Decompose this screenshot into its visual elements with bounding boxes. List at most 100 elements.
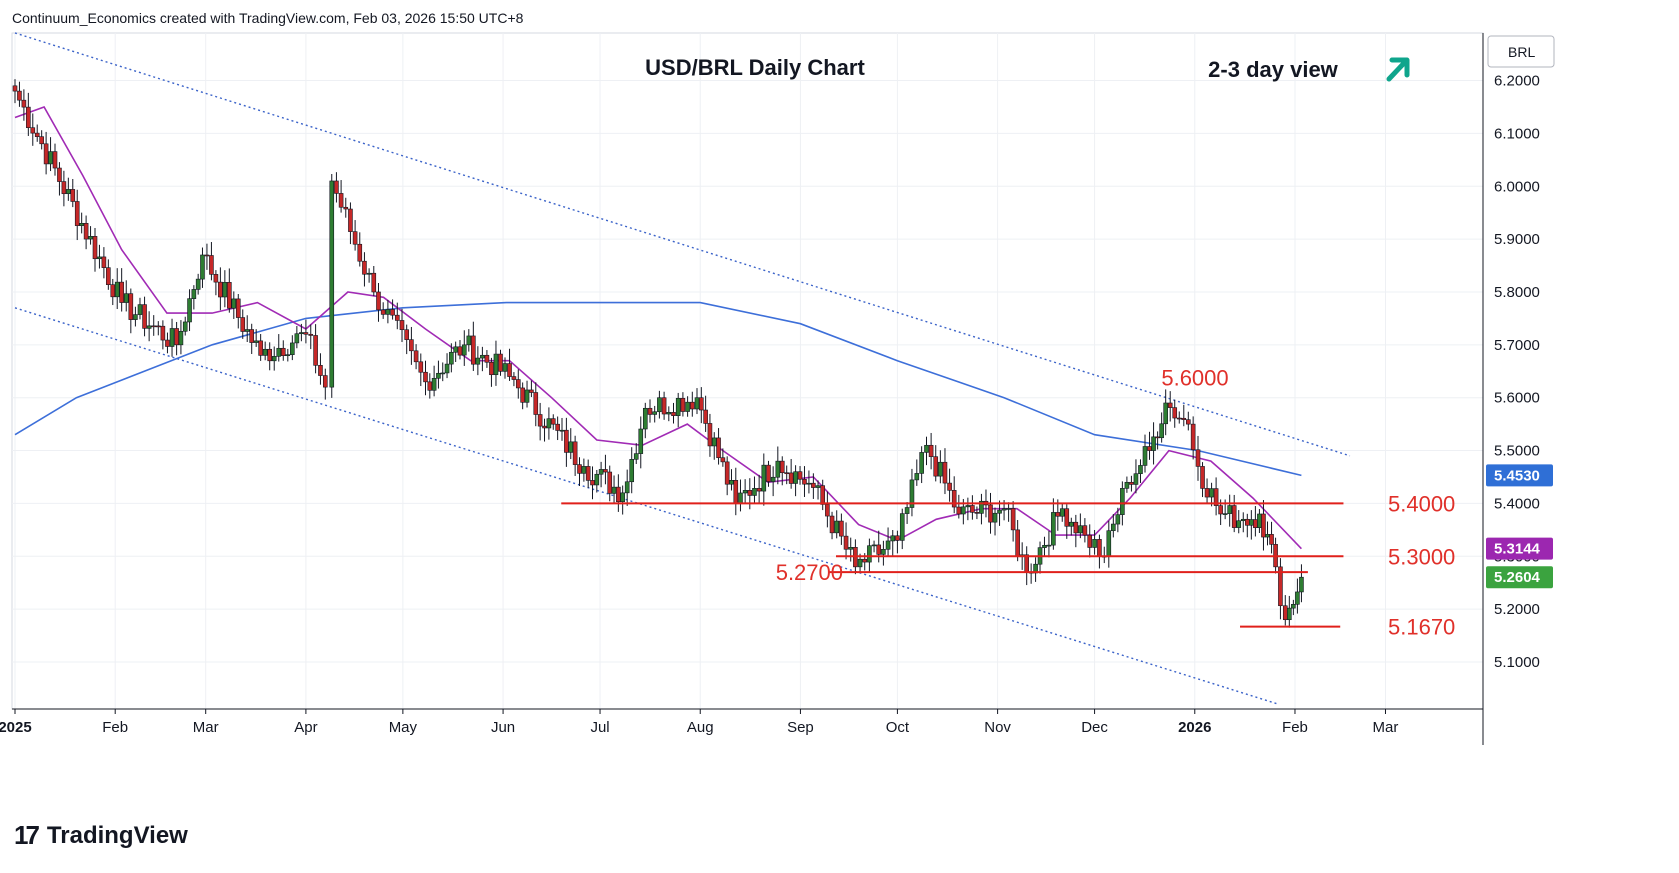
- candle-body: [533, 392, 539, 415]
- candle: [1236, 510, 1242, 534]
- candle: [1051, 498, 1056, 550]
- y-axis: 5.10005.20005.30005.40005.50005.60005.70…: [1486, 73, 1553, 671]
- candle: [427, 373, 433, 399]
- candle-body: [227, 282, 232, 309]
- candle-body: [620, 492, 625, 503]
- candle: [1213, 477, 1219, 516]
- candle: [227, 268, 232, 313]
- candle: [461, 330, 467, 366]
- candle: [724, 456, 730, 496]
- candle-body: [413, 350, 419, 363]
- candle: [572, 435, 578, 476]
- candle: [431, 365, 437, 397]
- candle-body: [572, 441, 578, 465]
- x-tick-label: Oct: [886, 719, 910, 736]
- candle-body: [174, 328, 179, 346]
- x-tick-label: Nov: [984, 719, 1011, 736]
- candle-body: [598, 469, 604, 475]
- candle-body: [590, 480, 595, 486]
- candle: [629, 447, 635, 494]
- candle-body: [629, 459, 635, 483]
- candle: [380, 302, 386, 319]
- candle-body: [253, 340, 259, 343]
- candle-body: [262, 348, 268, 356]
- candle-body: [970, 505, 975, 513]
- x-tick-label: Jul: [590, 719, 609, 736]
- candle: [453, 341, 458, 362]
- x-tick-label: May: [389, 719, 418, 736]
- candle-body: [471, 335, 476, 365]
- candle-body: [876, 544, 882, 555]
- candle: [390, 299, 395, 320]
- candle: [1167, 391, 1173, 422]
- candle-body: [997, 509, 1002, 514]
- x-tick-label: Feb: [1282, 719, 1308, 736]
- candle: [17, 81, 22, 107]
- candle: [1046, 530, 1052, 558]
- candle-body: [57, 167, 62, 182]
- tradingview-logo[interactable]: 17 TradingView: [14, 820, 188, 851]
- candle: [119, 268, 124, 312]
- candle: [671, 402, 676, 424]
- candle: [34, 124, 40, 142]
- candle-body: [524, 389, 530, 403]
- candle-body: [919, 452, 924, 474]
- candle: [285, 348, 291, 362]
- candle-body: [493, 353, 499, 376]
- candle: [290, 335, 295, 361]
- candle-body: [546, 418, 552, 429]
- candle: [146, 311, 152, 342]
- candle-body: [747, 490, 753, 496]
- candle: [1257, 509, 1262, 533]
- candle: [418, 353, 424, 387]
- candle: [542, 418, 547, 442]
- candle-body: [820, 485, 826, 505]
- candle: [933, 445, 939, 482]
- moving-average-long: [14, 301, 1302, 477]
- candle: [106, 259, 111, 290]
- candle: [1163, 389, 1168, 436]
- symbol-box[interactable]: BRL: [1487, 35, 1555, 68]
- candle-body: [843, 535, 849, 550]
- candle: [480, 346, 485, 372]
- candle: [318, 353, 323, 385]
- candle: [394, 302, 400, 330]
- candle-body: [1190, 423, 1196, 451]
- candle-body: [862, 558, 868, 563]
- candle-body: [647, 407, 653, 415]
- candle-body: [1227, 505, 1232, 514]
- candle-body: [756, 488, 762, 492]
- candle-body: [711, 437, 717, 447]
- candle: [1015, 519, 1020, 562]
- candle-body: [271, 356, 277, 362]
- candle-body: [933, 456, 939, 477]
- candle: [1092, 529, 1097, 555]
- candle-body: [577, 464, 582, 474]
- candle: [502, 357, 508, 379]
- candle-body: [951, 490, 957, 508]
- candle: [1269, 521, 1274, 554]
- candle: [638, 416, 644, 469]
- candles: [12, 79, 1304, 628]
- candle-body: [480, 354, 485, 359]
- candle-body: [1024, 554, 1029, 573]
- candle: [784, 465, 790, 485]
- candle: [436, 360, 441, 389]
- candle-body: [550, 418, 556, 425]
- candle: [811, 473, 816, 499]
- candle: [1037, 541, 1043, 574]
- candle-body: [235, 298, 241, 318]
- candle-body: [965, 505, 971, 508]
- candle: [1249, 510, 1254, 540]
- candle: [409, 326, 414, 365]
- candle: [1295, 578, 1300, 614]
- candle-body: [357, 243, 363, 262]
- candle-body: [280, 347, 286, 356]
- price-badge-label: 5.3144: [1494, 541, 1541, 558]
- candle-body: [752, 488, 757, 496]
- candle-body: [633, 453, 639, 460]
- x-tick-label: Apr: [294, 719, 317, 736]
- candle: [160, 320, 166, 350]
- x-tick-label: Sep: [787, 719, 814, 736]
- candle-body: [366, 272, 372, 275]
